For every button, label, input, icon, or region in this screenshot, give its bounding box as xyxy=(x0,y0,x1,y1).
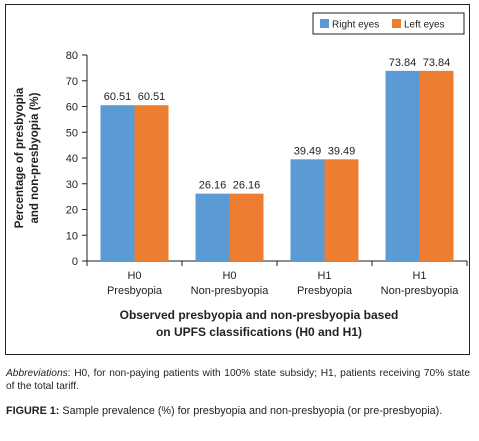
bar-right-eyes xyxy=(290,159,325,261)
y-axis-title: and non-presbyopia (%) xyxy=(29,92,41,223)
bar-right-eyes xyxy=(100,105,135,261)
footnote-text: : H0, for non-paying patients with 100% … xyxy=(6,368,470,392)
data-label: 73.84 xyxy=(423,57,451,69)
legend-swatch xyxy=(392,19,401,28)
x-axis-title: Observed presbyopia and non-presbyopia b… xyxy=(120,308,399,322)
y-tick-label: 10 xyxy=(66,230,78,242)
y-tick-label: 30 xyxy=(66,179,78,191)
data-label: 60.51 xyxy=(138,91,166,103)
legend-box xyxy=(312,12,465,35)
data-label: 39.49 xyxy=(328,145,356,157)
data-label: 73.84 xyxy=(389,57,417,69)
x-category-label: Non-presbyopia xyxy=(191,285,270,297)
legend-label: Left eyes xyxy=(404,20,445,31)
data-label: 26.16 xyxy=(233,180,261,192)
footnote-label: Abbreviations xyxy=(6,368,68,379)
bar-left-eyes xyxy=(229,193,264,261)
y-axis-title: Percentage of presbyopia xyxy=(14,87,26,228)
caption-text: Sample prevalence (%) for presbyopia and… xyxy=(59,405,443,417)
data-label: 39.49 xyxy=(294,145,322,157)
figure-caption: FIGURE 1: Sample prevalence (%) for pres… xyxy=(6,404,474,418)
y-tick-label: 20 xyxy=(66,205,78,217)
legend-swatch xyxy=(320,19,329,28)
y-tick-label: 0 xyxy=(72,256,78,268)
bar-right-eyes xyxy=(195,193,230,261)
caption-label: FIGURE 1: xyxy=(6,405,60,417)
y-tick-label: 70 xyxy=(66,76,78,88)
y-tick-label: 50 xyxy=(66,127,78,139)
bar-right-eyes xyxy=(385,70,420,261)
bar-left-eyes xyxy=(134,105,169,261)
y-tick-label: 60 xyxy=(66,102,78,114)
x-category-label: H0 xyxy=(127,270,141,282)
data-label: 60.51 xyxy=(104,91,132,103)
bar-left-eyes xyxy=(324,159,359,261)
x-category-label: H0 xyxy=(222,270,236,282)
x-category-label: Non-presbyopia xyxy=(381,285,460,297)
data-label: 26.16 xyxy=(199,180,227,192)
y-tick-label: 80 xyxy=(66,50,78,62)
bar-left-eyes xyxy=(419,70,454,261)
y-tick-label: 40 xyxy=(66,153,78,165)
x-category-label: Presbyopia xyxy=(297,285,353,297)
abbreviations-footnote: Abbreviations: H0, for non-paying patien… xyxy=(6,367,470,393)
x-category-label: H1 xyxy=(412,270,426,282)
x-category-label: H1 xyxy=(317,270,331,282)
chart-frame: 0 10 20 30 40 50 60 70 80 60.51 60.51 H0 Presbyopia 2… xyxy=(5,4,470,355)
x-category-label: Presbyopia xyxy=(107,285,163,297)
legend-label: Right eyes xyxy=(332,20,379,31)
x-axis-title: on UPFS classifications (H0 and H1) xyxy=(156,325,362,339)
bar-chart: 0 10 20 30 40 50 60 70 80 60.51 60.51 H0 Presbyopia 2… xyxy=(14,12,468,339)
